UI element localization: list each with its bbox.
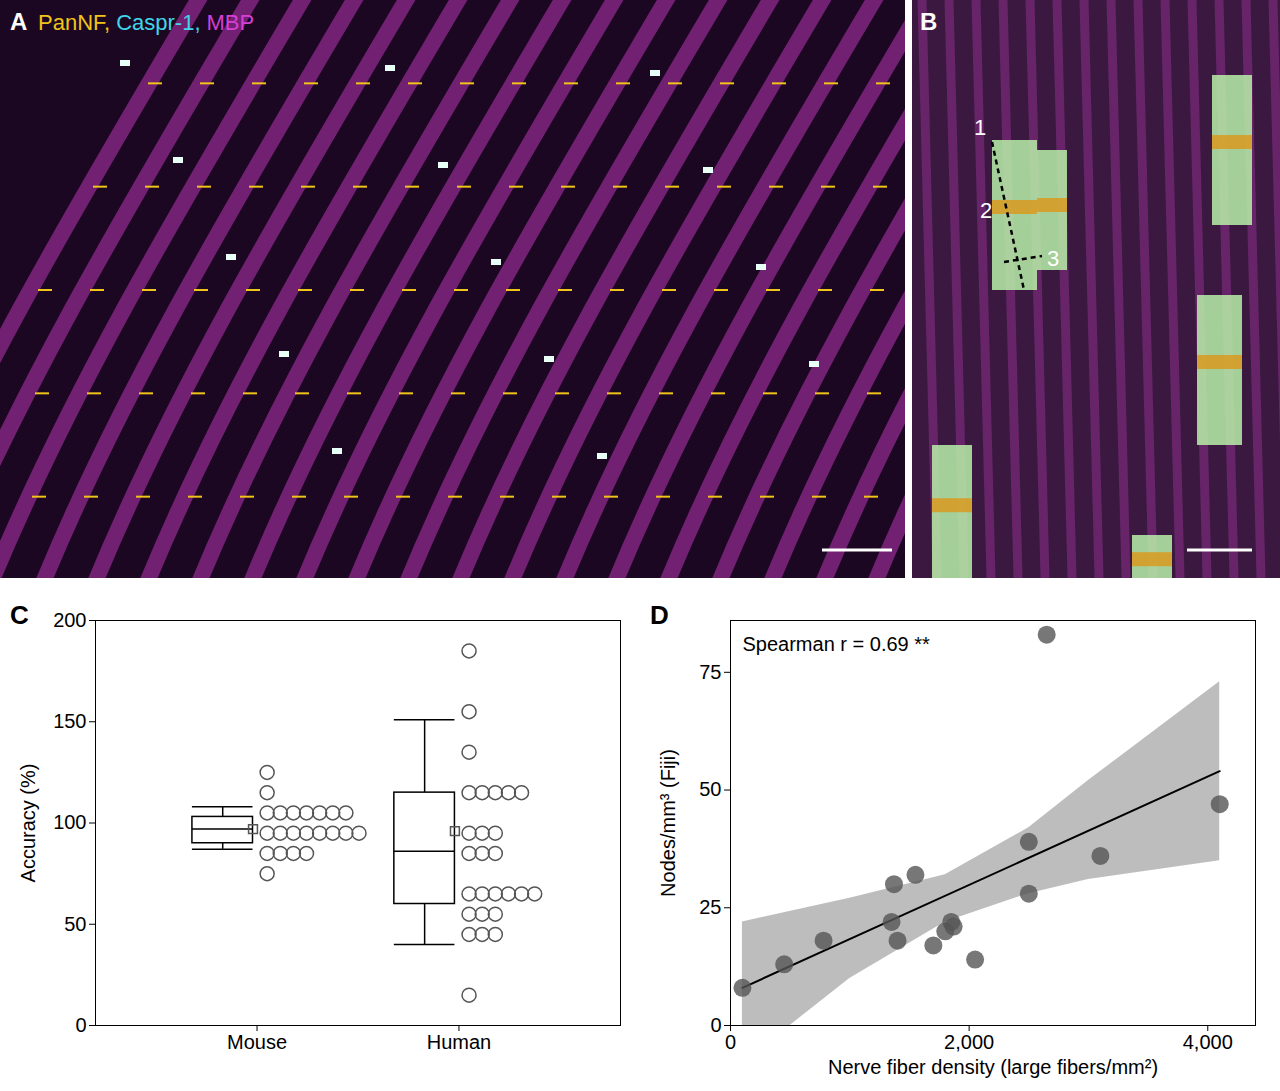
svg-text:Nerve fiber density (large fib: Nerve fiber density (large fibers/mm²) <box>828 1056 1158 1078</box>
svg-text:2: 2 <box>980 198 992 223</box>
svg-text:1: 1 <box>974 115 986 140</box>
svg-text:A: A <box>10 8 27 35</box>
svg-text:4,000: 4,000 <box>1183 1031 1233 1053</box>
svg-text:Nodes/mm³ (Fiji): Nodes/mm³ (Fiji) <box>657 749 679 897</box>
svg-text:3: 3 <box>1047 246 1059 271</box>
svg-text:25: 25 <box>699 896 721 918</box>
html-text:C: C <box>10 600 29 630</box>
svg-text:0: 0 <box>725 1031 736 1053</box>
html-text:D: D <box>650 600 669 630</box>
svg-text:150: 150 <box>53 710 86 732</box>
svg-text:75: 75 <box>699 661 721 683</box>
svg-text:Mouse: Mouse <box>227 1031 287 1053</box>
svg-text:PanNF,Caspr-1,MBP: PanNF,Caspr-1,MBP <box>38 10 254 35</box>
svg-text:100: 100 <box>53 811 86 833</box>
svg-text:Human: Human <box>427 1031 491 1053</box>
svg-text:Spearman r = 0.69 **: Spearman r = 0.69 ** <box>743 633 931 655</box>
svg-text:B: B <box>920 8 937 35</box>
svg-text:50: 50 <box>64 913 86 935</box>
svg-text:200: 200 <box>53 609 86 631</box>
svg-text:Accuracy (%): Accuracy (%) <box>17 764 39 883</box>
svg-text:50: 50 <box>699 778 721 800</box>
svg-text:0: 0 <box>710 1014 721 1036</box>
svg-text:0: 0 <box>75 1014 86 1036</box>
svg-text:2,000: 2,000 <box>944 1031 994 1053</box>
